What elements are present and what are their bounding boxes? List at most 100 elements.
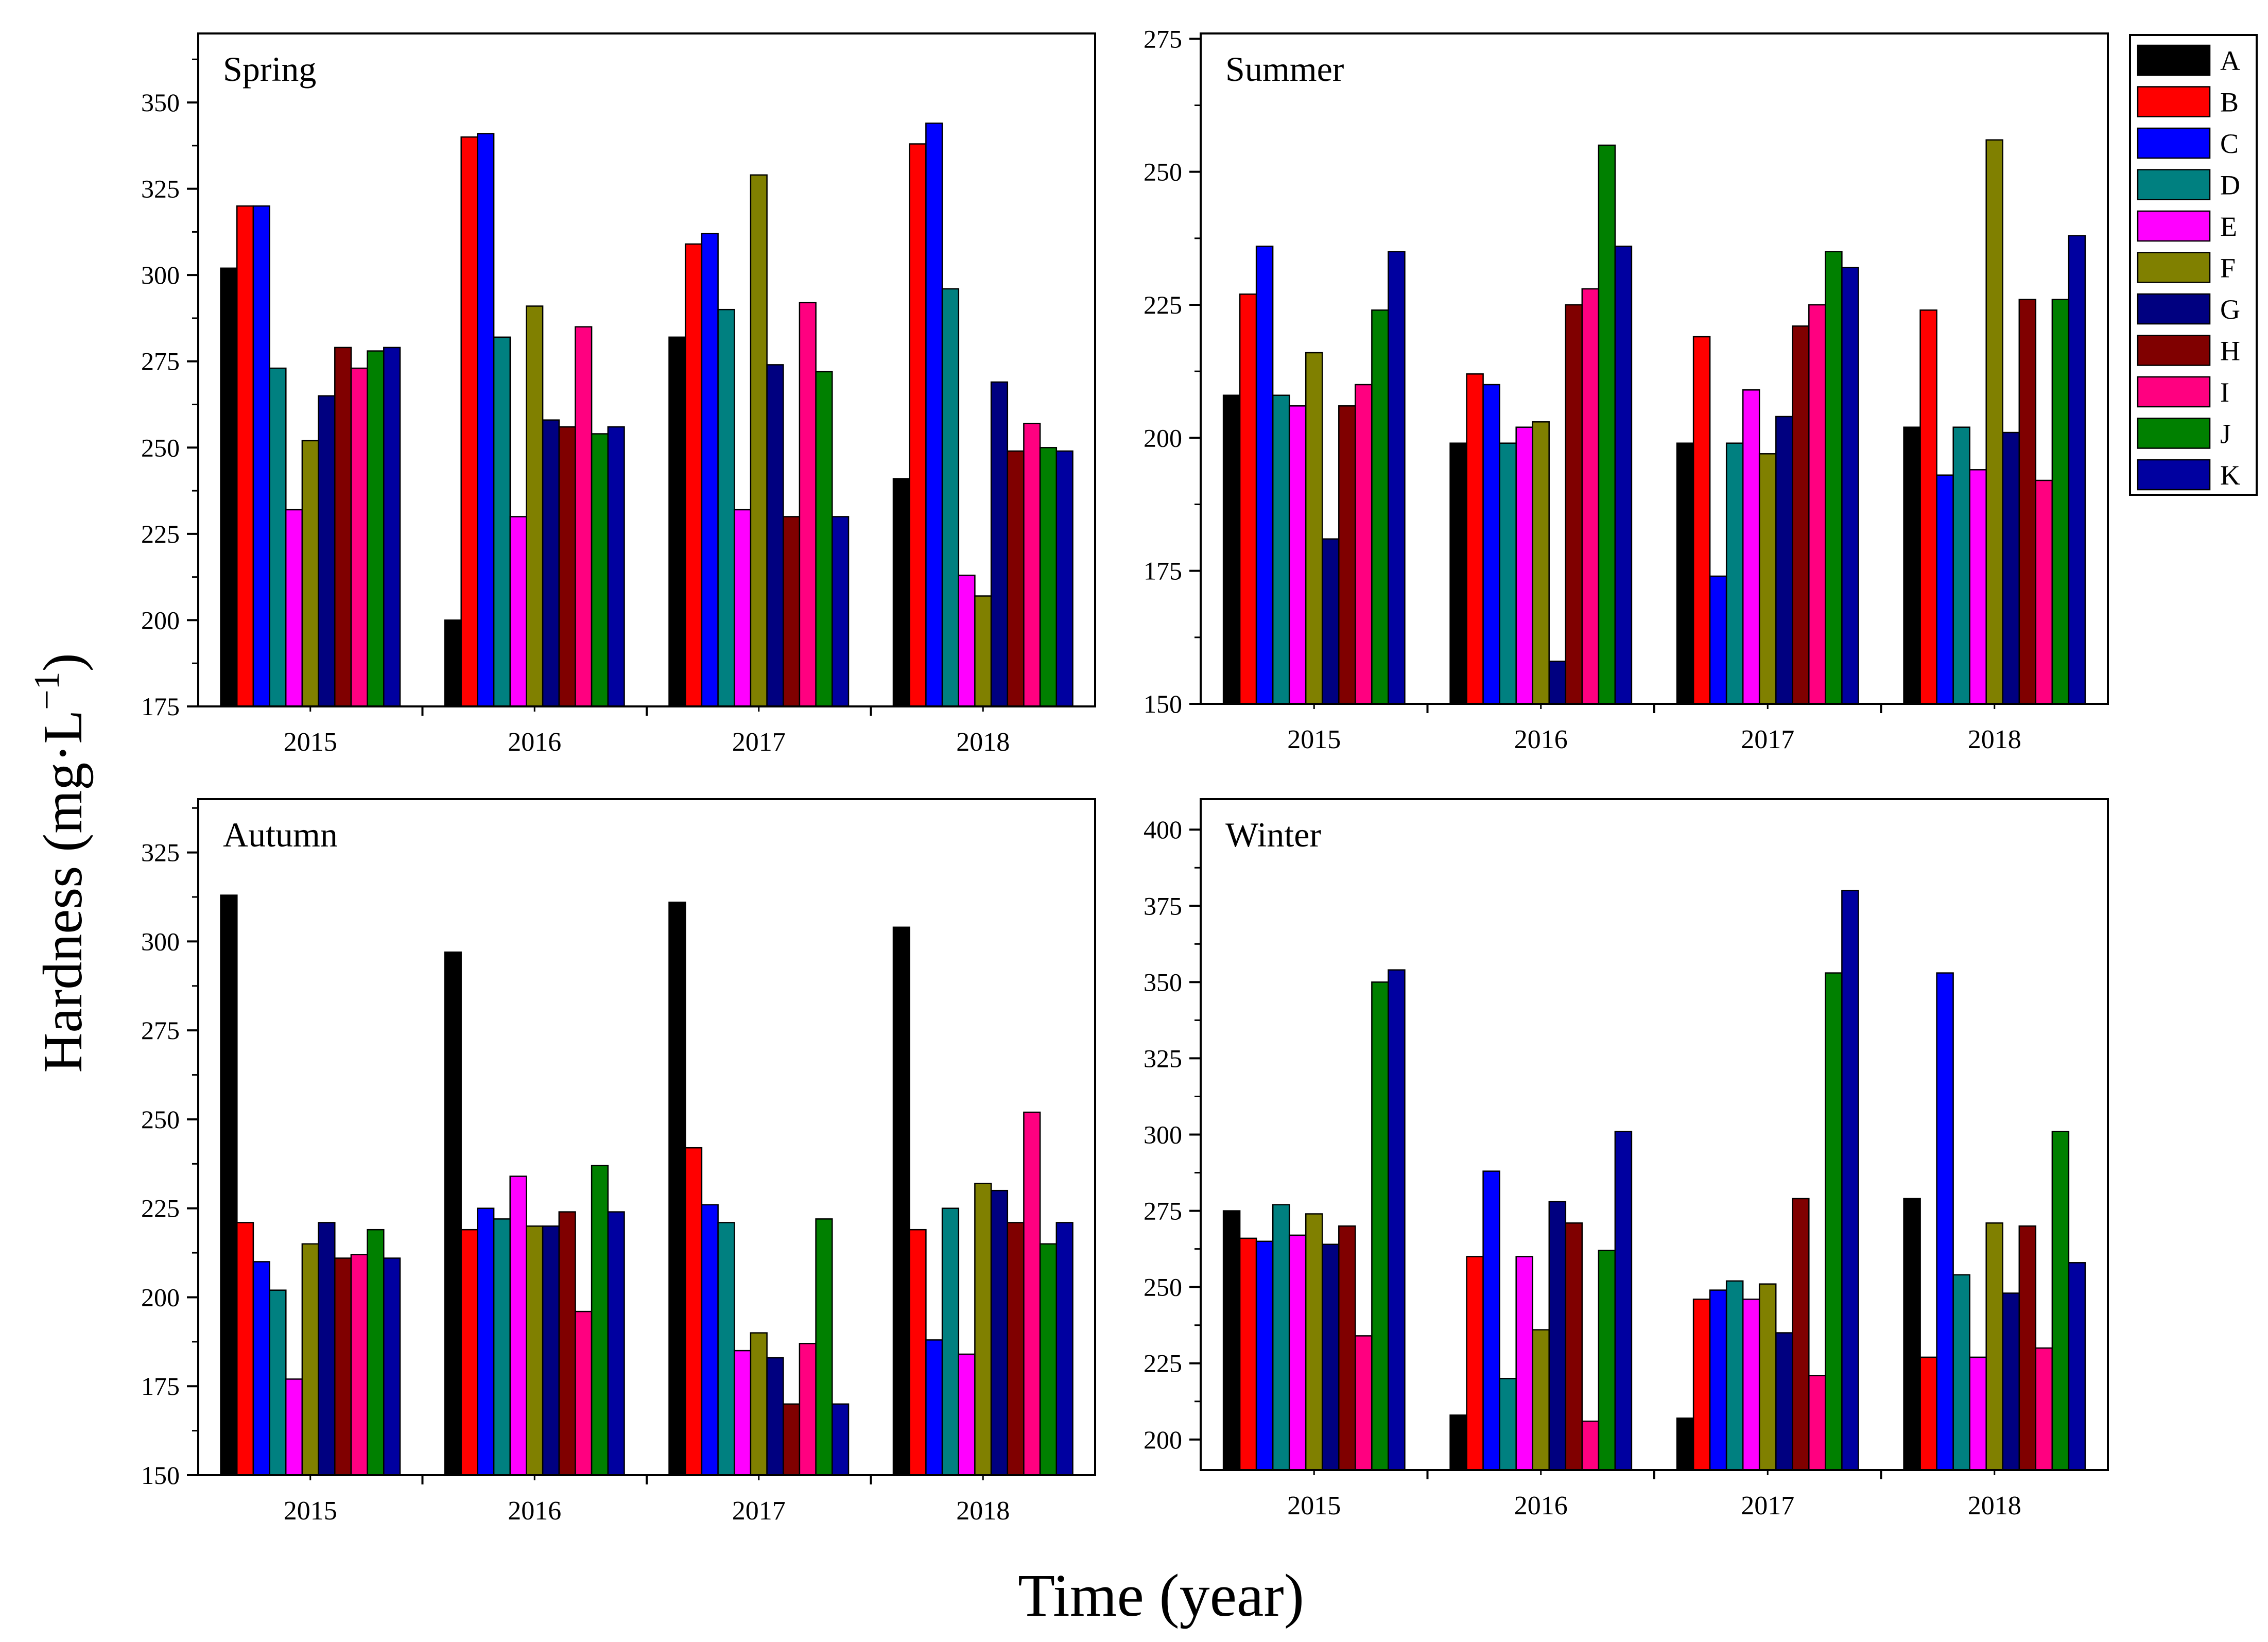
bar-summer-F-2017 xyxy=(1758,453,1777,705)
y-tick-label-winter-400: 400 xyxy=(1144,815,1182,844)
chart-panels: 175 200 225 250 275 300 325 350 2015 2016 2017 2018… xyxy=(141,24,2109,1526)
bar-summer-G-2016 xyxy=(1548,661,1567,705)
bar-autumn-E-2018 xyxy=(958,1353,976,1476)
bar-autumn-K-2016 xyxy=(607,1211,625,1476)
bar-autumn-K-2017 xyxy=(832,1403,850,1476)
legend-swatch-G xyxy=(2137,293,2211,325)
bar-spring-G-2015 xyxy=(318,395,336,707)
bar-autumn-H-2015 xyxy=(334,1257,352,1476)
y-tick-label-winter-275: 275 xyxy=(1144,1197,1182,1225)
bar-winter-F-2017 xyxy=(1758,1283,1777,1471)
bar-winter-E-2016 xyxy=(1515,1256,1533,1471)
y-tick-label-winter-200: 200 xyxy=(1144,1425,1182,1454)
bar-summer-K-2017 xyxy=(1841,267,1859,705)
bar-winter-K-2016 xyxy=(1614,1131,1633,1471)
bar-summer-A-2015 xyxy=(1222,394,1241,705)
bar-summer-J-2017 xyxy=(1825,251,1843,705)
bar-winter-J-2018 xyxy=(2051,1131,2070,1471)
bar-winter-A-2017 xyxy=(1676,1418,1694,1471)
bar-spring-B-2016 xyxy=(460,136,478,707)
bar-autumn-J-2017 xyxy=(815,1218,833,1476)
y-tick-label-autumn-300: 300 xyxy=(141,927,180,956)
bar-spring-G-2017 xyxy=(766,364,784,707)
bar-winter-A-2018 xyxy=(1903,1198,1921,1471)
bar-autumn-A-2016 xyxy=(444,951,462,1476)
x-tick-label-spring-2017: 2017 xyxy=(732,728,786,757)
bar-spring-H-2015 xyxy=(334,347,352,707)
bar-spring-G-2018 xyxy=(990,381,1009,707)
x-tick-label-autumn-2018: 2018 xyxy=(956,1496,1010,1526)
bar-summer-A-2018 xyxy=(1903,426,1921,705)
bar-spring-A-2016 xyxy=(444,619,462,707)
bar-winter-K-2015 xyxy=(1388,969,1406,1471)
y-tick-label-summer-275: 275 xyxy=(1144,24,1182,53)
bar-winter-F-2018 xyxy=(1985,1222,2003,1471)
y-tick-label-spring-175: 175 xyxy=(141,692,180,721)
bar-spring-A-2018 xyxy=(892,478,910,707)
panel-title-spring: Spring xyxy=(223,49,316,89)
y-tick-label-winter-225: 225 xyxy=(1144,1349,1182,1378)
y-tick-label-spring-300: 300 xyxy=(141,261,180,289)
bar-autumn-C-2015 xyxy=(252,1261,270,1476)
bar-winter-C-2018 xyxy=(1936,972,1954,1471)
bar-winter-E-2015 xyxy=(1288,1234,1307,1471)
bar-summer-J-2016 xyxy=(1598,144,1616,705)
y-tick-label-autumn-150: 150 xyxy=(141,1461,180,1490)
bar-winter-F-2015 xyxy=(1305,1213,1323,1471)
bar-winter-H-2016 xyxy=(1565,1222,1583,1471)
bar-autumn-D-2015 xyxy=(269,1289,287,1476)
legend-swatch-D xyxy=(2137,169,2211,200)
x-tick-label-winter-2016: 2016 xyxy=(1514,1491,1568,1520)
bar-spring-F-2016 xyxy=(526,305,544,707)
bar-spring-C-2015 xyxy=(252,205,270,707)
bar-summer-I-2018 xyxy=(2035,479,2053,705)
x-tick-label-autumn-2015: 2015 xyxy=(284,1496,337,1526)
x-tick-label-winter-2018: 2018 xyxy=(1968,1491,2021,1520)
bar-spring-D-2015 xyxy=(269,367,287,707)
bar-autumn-K-2015 xyxy=(383,1257,401,1476)
x-tick-label-spring-2015: 2015 xyxy=(284,728,337,757)
bar-spring-J-2017 xyxy=(815,371,833,707)
y-tick-label-summer-200: 200 xyxy=(1144,423,1182,452)
bar-autumn-G-2017 xyxy=(766,1357,784,1476)
x-tick-label-spring-2018: 2018 xyxy=(956,728,1010,757)
bar-summer-C-2015 xyxy=(1255,246,1274,705)
bar-spring-D-2016 xyxy=(493,336,511,707)
bar-autumn-A-2018 xyxy=(892,926,910,1476)
bar-summer-K-2018 xyxy=(2068,235,2086,705)
bar-winter-I-2015 xyxy=(1355,1335,1373,1471)
x-tick-label-summer-2017: 2017 xyxy=(1741,725,1794,754)
legend-swatch-H xyxy=(2137,335,2211,366)
bar-summer-I-2016 xyxy=(1581,288,1600,705)
y-tick-label-winter-325: 325 xyxy=(1144,1044,1182,1073)
bar-autumn-D-2016 xyxy=(493,1218,511,1476)
bar-spring-E-2017 xyxy=(733,509,752,707)
bar-summer-C-2016 xyxy=(1482,384,1500,705)
panel-title-winter: Winter xyxy=(1225,815,1321,854)
bar-spring-I-2016 xyxy=(575,326,593,707)
bar-autumn-E-2017 xyxy=(733,1350,752,1476)
bar-spring-K-2018 xyxy=(1055,450,1074,707)
bar-winter-G-2016 xyxy=(1548,1201,1567,1471)
bar-autumn-J-2016 xyxy=(591,1165,609,1476)
y-tick-label-autumn-200: 200 xyxy=(141,1283,180,1311)
bar-autumn-D-2018 xyxy=(941,1207,960,1476)
bar-spring-I-2017 xyxy=(799,302,817,707)
y-tick-label-autumn-275: 275 xyxy=(141,1016,180,1045)
legend-label-F: F xyxy=(2220,253,2236,284)
bar-summer-H-2016 xyxy=(1565,304,1583,705)
bar-autumn-H-2016 xyxy=(558,1211,576,1476)
bar-spring-H-2016 xyxy=(558,426,576,707)
bar-winter-D-2015 xyxy=(1272,1204,1290,1471)
bar-spring-K-2015 xyxy=(383,347,401,707)
bar-summer-A-2016 xyxy=(1449,442,1467,705)
bar-summer-I-2015 xyxy=(1355,384,1373,705)
bar-spring-D-2018 xyxy=(941,288,960,707)
bar-summer-B-2015 xyxy=(1239,293,1257,705)
y-tick-label-spring-200: 200 xyxy=(141,606,180,634)
y-tick-label-summer-250: 250 xyxy=(1144,158,1182,186)
bar-summer-E-2016 xyxy=(1515,426,1533,705)
legend-swatch-F xyxy=(2137,252,2211,283)
bar-autumn-J-2018 xyxy=(1039,1243,1058,1476)
